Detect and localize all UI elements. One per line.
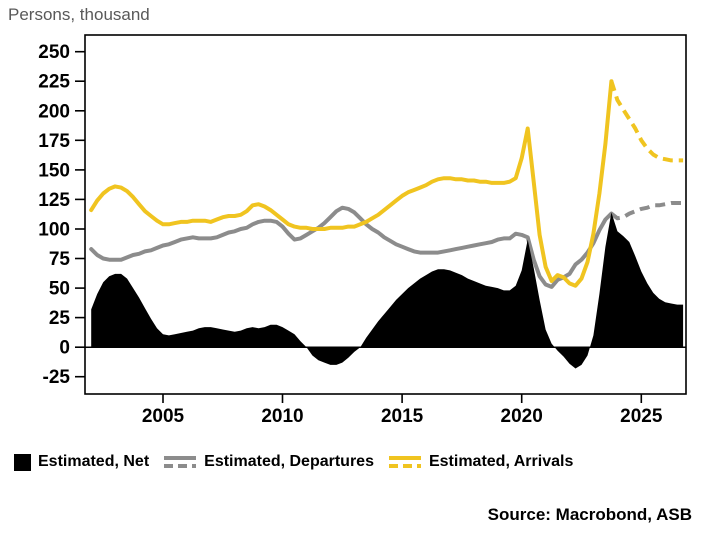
departures-line-swatch-icon [163, 453, 197, 471]
legend-item-arrivals: Estimated, Arrivals [388, 453, 573, 471]
svg-text:125: 125 [38, 190, 70, 211]
chart-title: Persons, thousand [8, 5, 150, 24]
legend-label-departures: Estimated, Departures [204, 453, 374, 470]
source-attribution: Source: Macrobond, ASB [487, 505, 692, 524]
svg-text:2015: 2015 [381, 406, 424, 427]
svg-text:150: 150 [38, 160, 70, 181]
svg-text:50: 50 [49, 279, 70, 300]
svg-text:75: 75 [49, 249, 71, 270]
arrivals-line-swatch-icon [388, 453, 422, 471]
chart-legend: Estimated, Net Estimated, Departures Est… [14, 453, 702, 471]
net-area-swatch-icon [14, 453, 31, 471]
svg-text:2005: 2005 [142, 406, 185, 427]
svg-text:200: 200 [38, 101, 70, 122]
svg-text:2025: 2025 [620, 406, 663, 427]
legend-item-departures: Estimated, Departures [163, 453, 374, 471]
legend-label-net: Estimated, Net [38, 453, 150, 470]
svg-text:175: 175 [38, 131, 70, 152]
svg-text:2010: 2010 [261, 406, 303, 427]
svg-text:25: 25 [49, 308, 71, 329]
svg-text:225: 225 [38, 72, 70, 93]
legend-item-net: Estimated, Net [14, 453, 149, 471]
svg-text:250: 250 [38, 42, 70, 63]
svg-text:100: 100 [38, 220, 70, 241]
svg-text:0: 0 [59, 338, 70, 359]
svg-text:-25: -25 [43, 367, 71, 388]
svg-text:2020: 2020 [501, 406, 543, 427]
legend-label-arrivals: Estimated, Arrivals [428, 453, 574, 470]
